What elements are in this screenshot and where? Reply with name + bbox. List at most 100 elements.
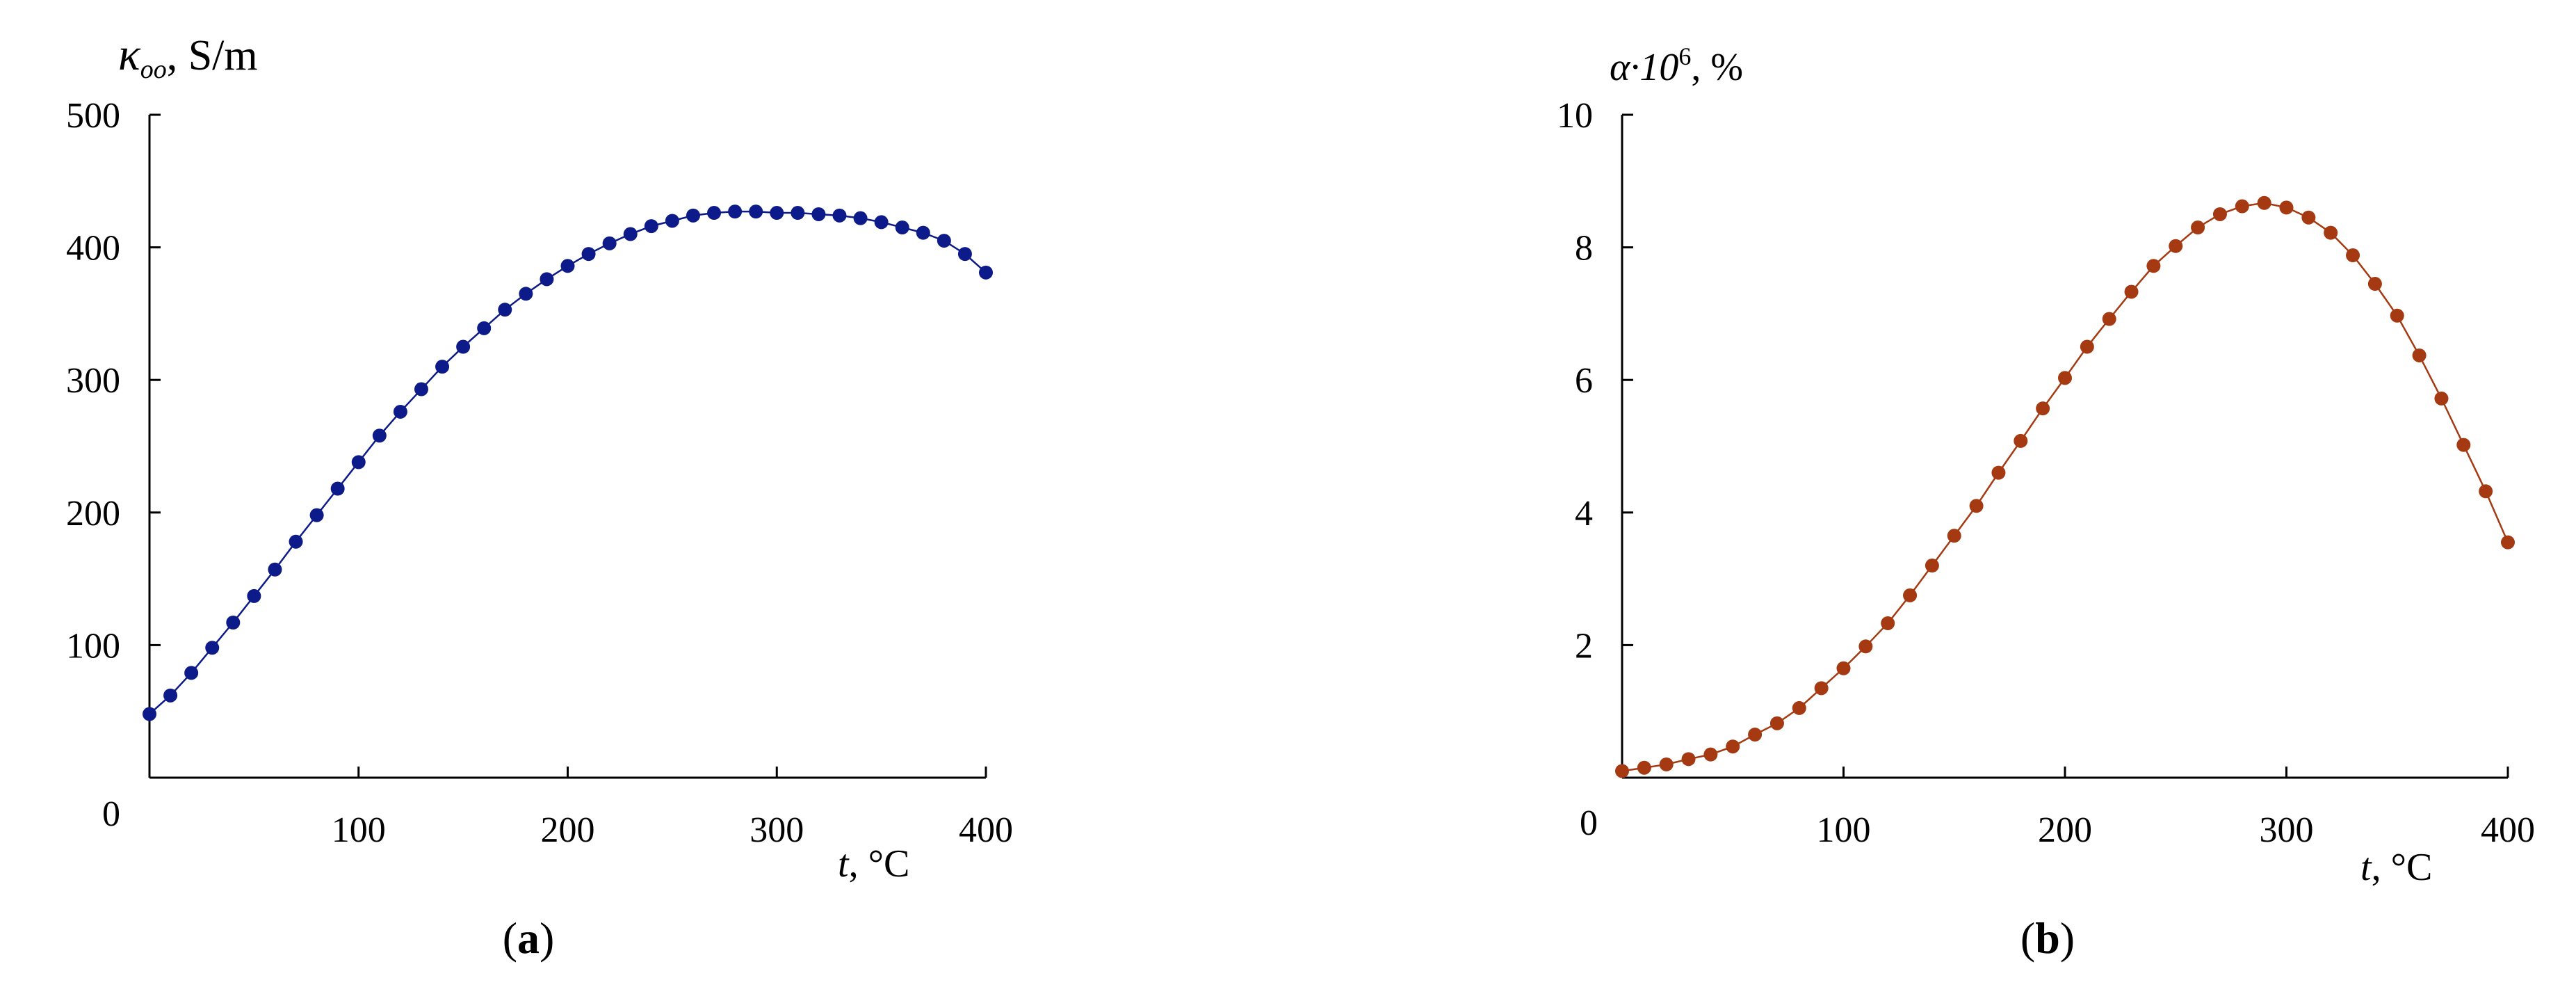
data-point — [163, 688, 178, 703]
data-point — [309, 508, 324, 522]
data-point — [1792, 700, 1806, 715]
data-point — [623, 227, 638, 241]
data-point — [1615, 764, 1629, 778]
x-tick-label: 300 — [750, 810, 804, 850]
data-point — [2501, 535, 2515, 550]
data-point — [226, 615, 241, 630]
data-point — [2146, 259, 2161, 273]
origin-label: 0 — [1580, 803, 1598, 843]
origin-label: 0 — [102, 794, 120, 834]
data-point — [644, 219, 658, 234]
data-point — [937, 234, 951, 248]
y-tick-label: 100 — [66, 626, 120, 666]
data-point — [581, 247, 596, 262]
data-point — [2124, 284, 2139, 299]
data-point — [728, 205, 743, 219]
y-tick-label: 10 — [1557, 96, 1593, 136]
data-point — [2346, 248, 2360, 263]
x-tick-label: 400 — [2481, 810, 2535, 850]
data-point — [247, 588, 261, 603]
panel-label: (b) — [2020, 913, 2075, 963]
data-point — [832, 208, 847, 223]
data-point — [1726, 739, 1740, 754]
y-axis-title: α·106, % — [1610, 42, 1743, 89]
data-point — [414, 382, 428, 396]
data-point — [2324, 225, 2338, 240]
y-tick-label: 500 — [66, 96, 120, 136]
data-point — [1703, 747, 1718, 762]
data-point — [979, 265, 993, 280]
data-point — [435, 360, 450, 374]
data-point — [2301, 210, 2316, 225]
data-point — [874, 215, 889, 230]
y-tick-label: 6 — [1575, 361, 1593, 401]
data-point — [707, 206, 722, 221]
data-point — [560, 259, 575, 273]
x-tick-label: 400 — [959, 810, 1013, 850]
y-axis-title: κoo, S/m — [118, 29, 258, 84]
data-point — [1903, 588, 1918, 602]
data-point — [2080, 339, 2094, 354]
data-point — [540, 272, 554, 287]
data-point — [895, 221, 909, 235]
panel-label: (a) — [503, 913, 555, 963]
data-point — [853, 211, 868, 225]
data-point — [2169, 239, 2183, 253]
data-point — [2014, 433, 2028, 448]
data-point — [1637, 760, 1651, 775]
data-point — [1991, 465, 2006, 480]
x-tick-label: 300 — [2260, 810, 2314, 850]
data-point — [372, 428, 387, 443]
x-axis-title: t, °C — [838, 842, 909, 885]
data-point — [205, 641, 220, 655]
data-point — [2479, 484, 2493, 499]
data-point — [1881, 616, 1895, 630]
x-tick-label: 200 — [2038, 810, 2092, 850]
data-point — [2412, 348, 2427, 362]
data-point — [498, 303, 512, 317]
data-point — [2434, 391, 2449, 406]
data-point — [184, 666, 199, 680]
data-point — [1814, 681, 1829, 696]
x-tick-label: 100 — [1817, 810, 1871, 850]
data-point — [2191, 221, 2205, 235]
chart-panel-b: 2 4 6 8 10 100 200 300 400 0 α·106, % t, °C (b) — [1557, 42, 2535, 963]
data-point — [143, 707, 156, 721]
data-point — [2058, 371, 2072, 385]
data-point — [268, 562, 282, 577]
data-point — [456, 339, 471, 354]
data-point — [2279, 200, 2294, 215]
data-point — [2102, 312, 2116, 326]
data-point — [330, 481, 345, 496]
data-point — [916, 225, 930, 240]
data-point — [811, 207, 826, 221]
data-point — [2235, 199, 2249, 214]
data-point — [749, 205, 763, 219]
y-tick-label: 300 — [66, 361, 120, 401]
chart-panel-a: 100 200 300 400 500 100 200 300 400 0 κoo, S/m t, °… — [66, 29, 1013, 963]
series-line — [149, 210, 987, 715]
data-point — [289, 534, 303, 549]
data-point — [2212, 207, 2227, 221]
data-point — [602, 236, 617, 250]
y-tick-label: 4 — [1575, 494, 1593, 534]
data-point — [2456, 438, 2471, 452]
data-point — [477, 321, 492, 335]
data-point — [665, 214, 679, 228]
data-point — [791, 206, 805, 221]
x-tick-label: 200 — [541, 810, 595, 850]
y-tick-label: 8 — [1575, 229, 1593, 268]
data-point — [1969, 499, 1984, 513]
y-tick-label: 400 — [66, 229, 120, 268]
data-point — [770, 206, 784, 221]
data-point — [1681, 752, 1696, 767]
data-point — [957, 247, 972, 262]
data-point — [1925, 559, 1939, 573]
x-axis-title: t, °C — [2360, 846, 2432, 889]
data-point — [1769, 716, 1784, 730]
data-point — [686, 208, 700, 223]
data-point — [1659, 757, 1674, 771]
data-point — [393, 404, 407, 419]
data-point — [351, 455, 366, 470]
